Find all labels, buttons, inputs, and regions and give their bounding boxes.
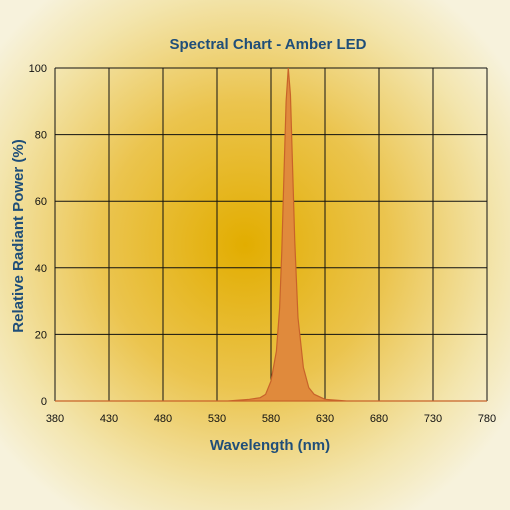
- y-tick-label: 40: [35, 263, 47, 275]
- y-tick-label: 80: [35, 130, 47, 142]
- x-tick-label: 780: [478, 413, 496, 425]
- x-axis-ticks: 380 430 480 530 580 630 680 730 780: [46, 413, 496, 425]
- y-tick-label: 100: [29, 63, 47, 75]
- x-tick-label: 730: [424, 413, 442, 425]
- y-tick-label: 60: [35, 196, 47, 208]
- x-tick-label: 380: [46, 413, 64, 425]
- x-tick-label: 680: [370, 413, 388, 425]
- y-axis-ticks: 0 20 40 60 80 100: [29, 63, 47, 408]
- x-tick-label: 530: [208, 413, 226, 425]
- x-axis-label: Wavelength (nm): [210, 437, 330, 454]
- y-tick-label: 20: [35, 329, 47, 341]
- chart-title: Spectral Chart - Amber LED: [170, 36, 367, 53]
- plot-area: [55, 67, 487, 402]
- x-tick-label: 580: [262, 413, 280, 425]
- x-tick-label: 430: [100, 413, 118, 425]
- y-tick-label: 0: [41, 396, 47, 408]
- y-axis-label: Relative Radiant Power (%): [10, 139, 27, 332]
- x-tick-label: 630: [316, 413, 334, 425]
- x-tick-label: 480: [154, 413, 172, 425]
- spectrum-area: [55, 67, 487, 402]
